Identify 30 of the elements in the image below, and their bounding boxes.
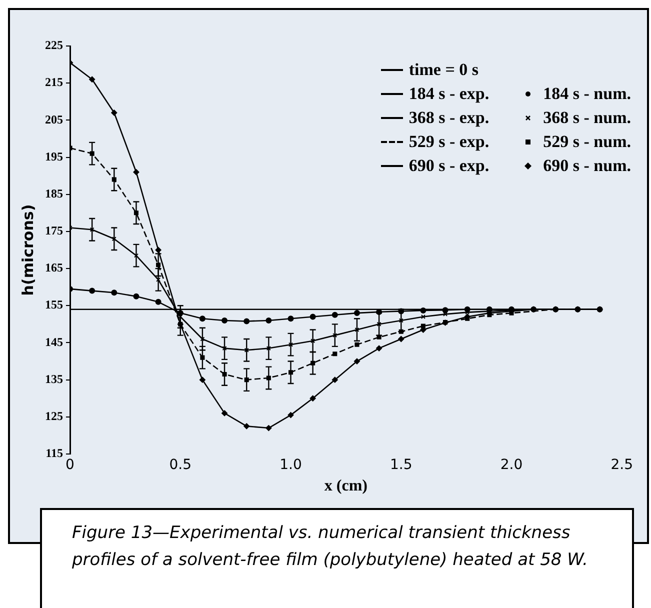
x-tick-label: 2.0 [500, 457, 523, 474]
x-tick-label: 1.0 [280, 457, 302, 474]
y-tick-label: 125 [45, 409, 63, 424]
y-tick-label: 135 [45, 372, 63, 386]
legend-label: 529 s - num. [543, 132, 631, 152]
legend-label: 368 s - exp. [408, 108, 490, 128]
legend-label: time = 0 s [408, 60, 479, 80]
legend-label: 184 s - exp. [408, 84, 490, 104]
legend-label: 184 s - num. [543, 84, 631, 104]
y-tick-label: 205 [45, 112, 63, 126]
y-tick-label: 195 [45, 149, 63, 164]
y-tick-label: 155 [45, 298, 63, 312]
x-tick-label: 1.5 [390, 457, 412, 474]
x-tick-label: 0.5 [169, 457, 192, 474]
y-tick-label: 165 [45, 260, 63, 275]
y-axis-title: h(microns) [18, 204, 37, 296]
y-tick-label: 145 [45, 334, 63, 349]
legend-label: 368 s - num. [543, 108, 631, 128]
y-tick-label: 185 [45, 186, 63, 200]
y-tick-label: 175 [45, 224, 63, 238]
caption: Figure 13—Experimental vs. numerical transient thickness profiles of a solvent-free film (polybutylene) heated at 58 W. [40, 508, 634, 608]
x-axis-title: x (cm) [324, 478, 368, 495]
legend-label: 690 s - num. [543, 156, 631, 176]
legend-label: 690 s - exp. [408, 156, 490, 176]
x-tick-label: 0 [66, 457, 74, 474]
y-tick-label: 215 [45, 75, 63, 90]
y-tick-label: 115 [46, 446, 63, 460]
x-tick-label: 2.5 [610, 457, 633, 474]
legend-label: 529 s - exp. [408, 132, 490, 152]
y-tick-label: 225 [45, 38, 63, 52]
